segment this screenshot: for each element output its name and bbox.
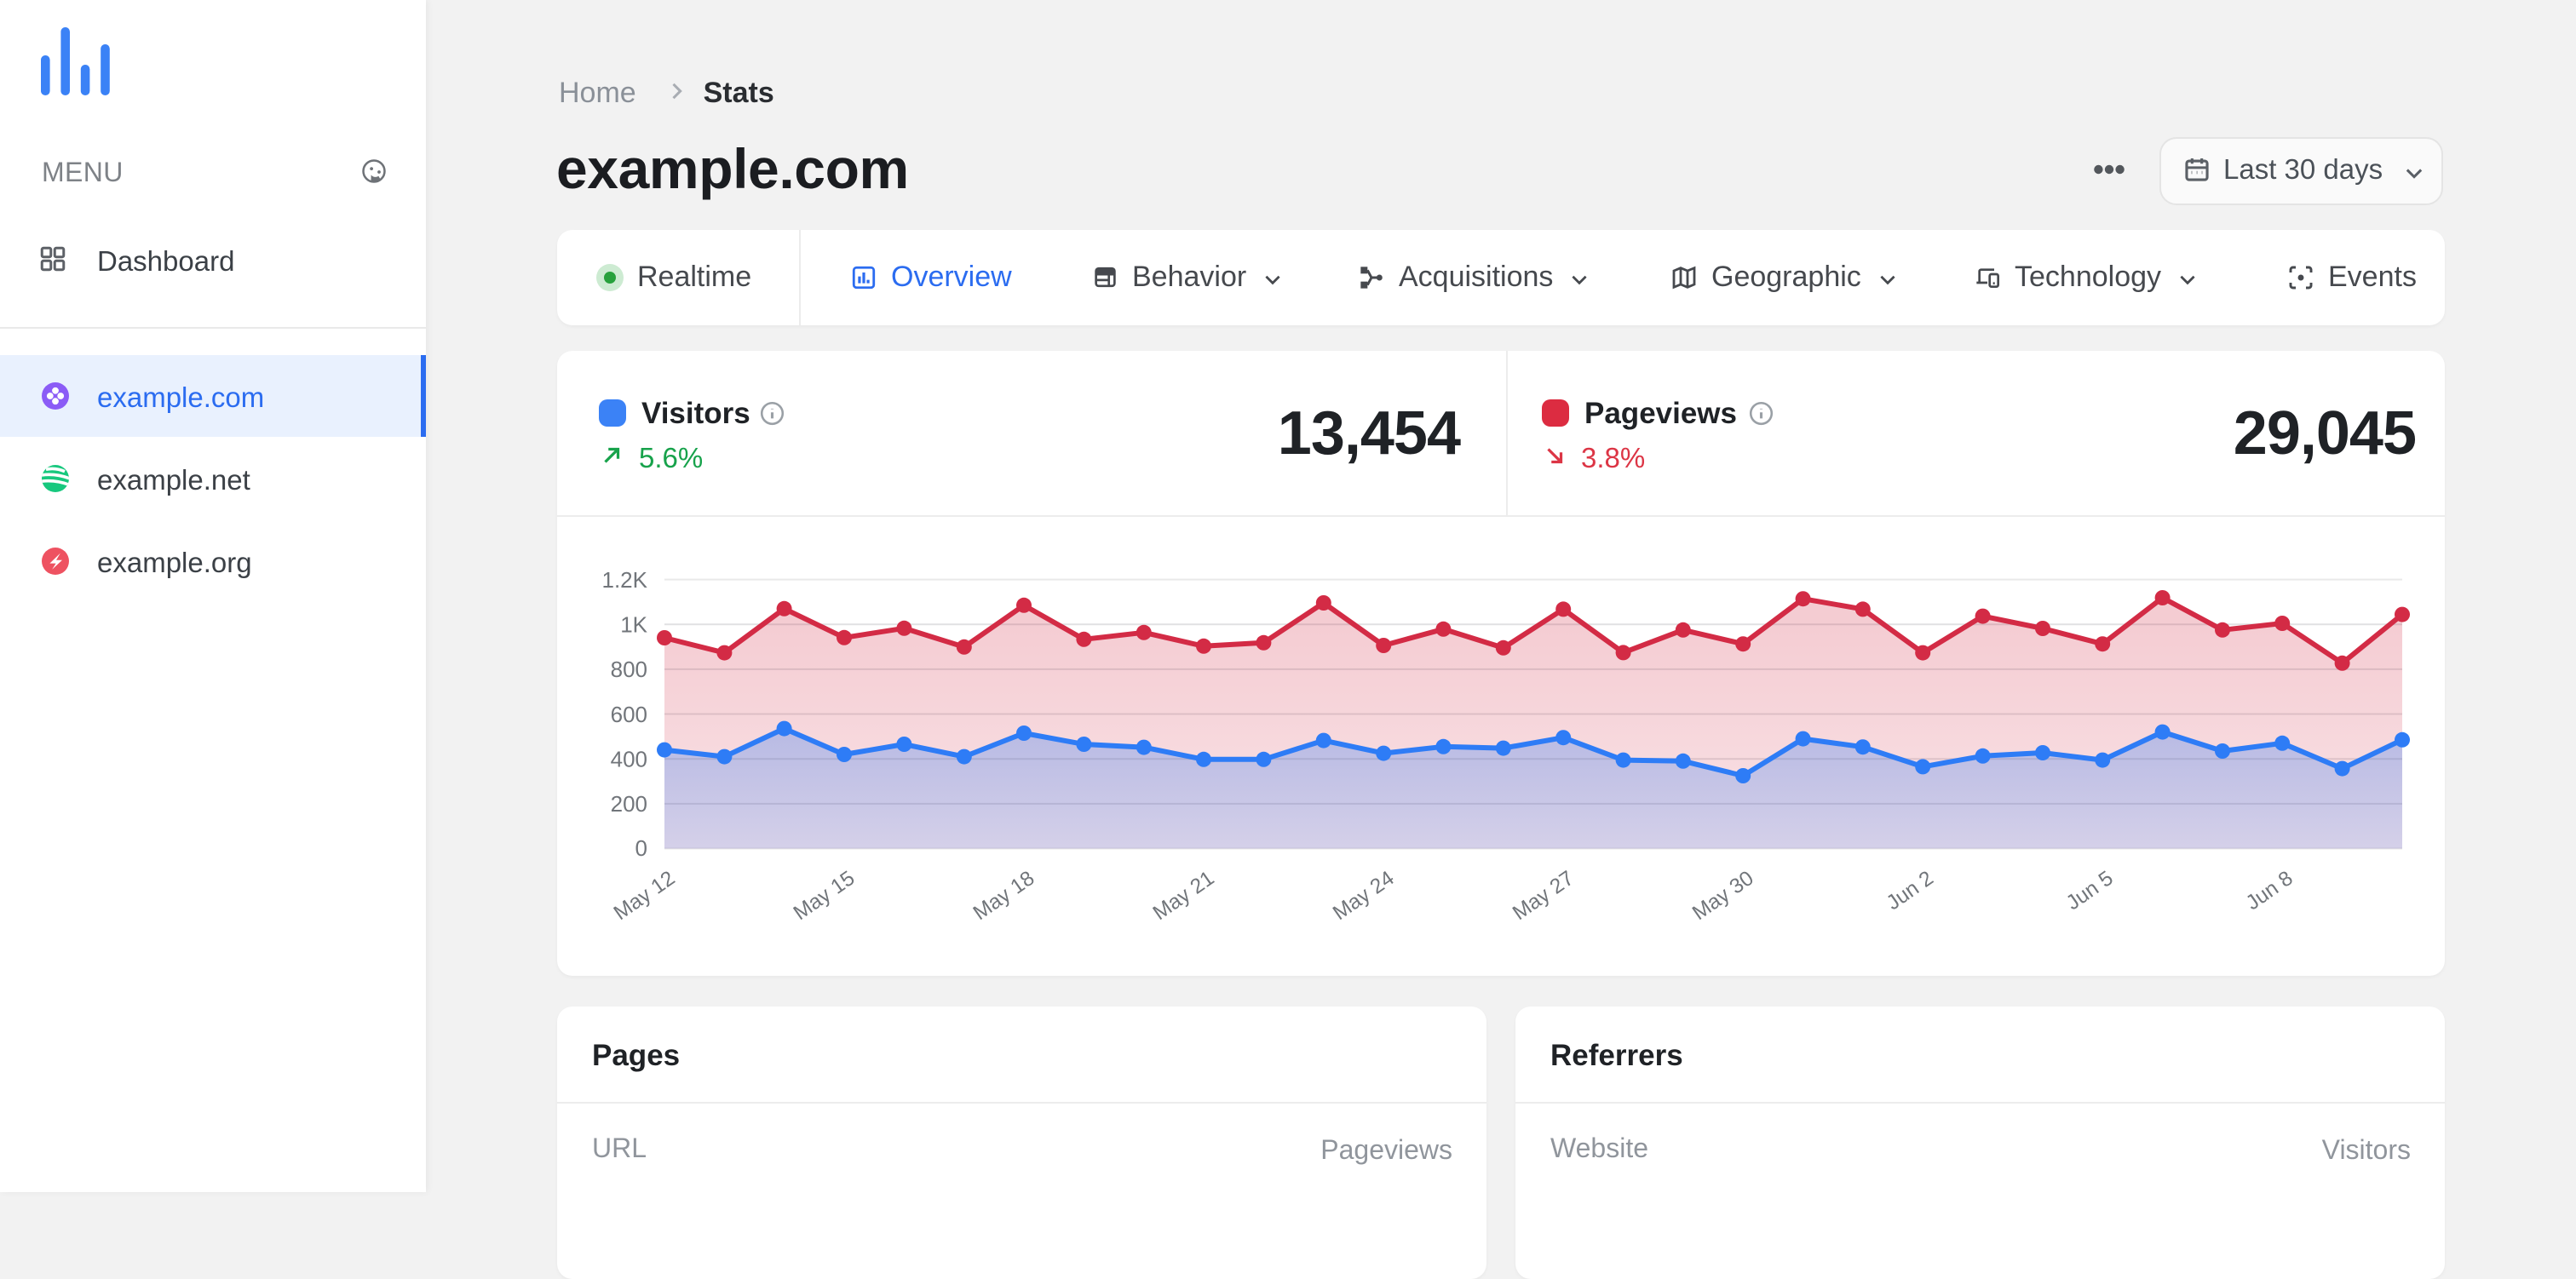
svg-text:May 12: May 12	[610, 867, 680, 925]
svg-text:May 24: May 24	[1329, 867, 1399, 925]
svg-text:Jun 2: Jun 2	[1883, 867, 1938, 915]
svg-text:May 30: May 30	[1688, 867, 1758, 925]
svg-text:1K: 1K	[620, 612, 647, 638]
svg-text:400: 400	[611, 747, 647, 772]
svg-text:600: 600	[611, 702, 647, 727]
svg-text:Jun 5: Jun 5	[2062, 867, 2118, 915]
svg-text:800: 800	[611, 657, 647, 682]
svg-text:May 18: May 18	[969, 867, 1039, 925]
svg-text:Jun 8: Jun 8	[2242, 867, 2297, 915]
svg-text:200: 200	[611, 791, 647, 817]
svg-text:May 21: May 21	[1149, 867, 1219, 925]
svg-text:May 15: May 15	[790, 867, 860, 925]
svg-text:May 27: May 27	[1509, 867, 1578, 925]
svg-text:0: 0	[635, 835, 647, 861]
svg-text:1.2K: 1.2K	[602, 567, 648, 593]
